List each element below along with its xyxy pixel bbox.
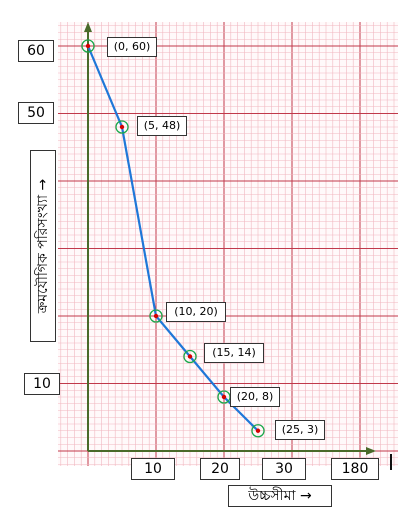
data-point: [153, 313, 159, 319]
axis-edge-mark: [390, 454, 392, 470]
data-point-ring: [81, 39, 95, 53]
point-label: (25, 3): [275, 420, 325, 440]
x-axis-label: উচ্চসীমা →: [228, 485, 332, 507]
x-tick-label-30: 30: [262, 458, 306, 480]
y-tick-label-60: 60: [18, 40, 54, 62]
data-point: [221, 394, 227, 400]
data-point-ring: [183, 349, 197, 364]
y-tick-label-50: 50: [18, 102, 54, 124]
x-tick-label-10: 10: [131, 458, 175, 480]
grid-background: [58, 22, 398, 466]
data-point: [119, 124, 125, 130]
y-axis-arrow: [84, 22, 92, 32]
point-label: (15, 14): [204, 343, 264, 363]
x-tick-label-180: 180: [331, 458, 379, 480]
x-axis-arrow: [366, 447, 376, 455]
data-point-ring: [149, 309, 163, 323]
y-tick-label-10: 10: [24, 373, 60, 395]
x-tick-label-20: 20: [200, 458, 240, 480]
y-axis-label-text: ক্রমযৌগিক পরিসংখ্যা →: [35, 178, 51, 314]
point-label: (0, 60): [107, 37, 157, 57]
ogive-line: [86, 45, 259, 432]
y-axis-label: ক্রমযৌগিক পরিসংখ্যা →: [30, 150, 56, 342]
data-point-ring: [251, 424, 265, 438]
data-point: [187, 354, 193, 359]
chart-grid: [58, 22, 398, 466]
point-label: (20, 8): [230, 387, 280, 407]
data-point-ring: [115, 120, 129, 134]
data-point: [255, 428, 261, 433]
point-label: (10, 20): [166, 302, 226, 322]
chart-axes: [84, 22, 376, 455]
data-points: [81, 39, 265, 438]
point-label: (5, 48): [137, 116, 187, 136]
data-point: [85, 43, 91, 49]
